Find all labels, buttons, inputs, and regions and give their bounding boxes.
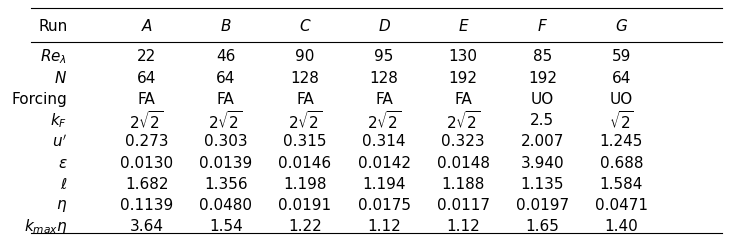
Text: 1.12: 1.12 xyxy=(446,219,480,235)
Text: A: A xyxy=(142,19,152,34)
Text: $2\sqrt{2}$: $2\sqrt{2}$ xyxy=(367,110,401,131)
Text: $2\sqrt{2}$: $2\sqrt{2}$ xyxy=(288,110,323,131)
Text: 3.940: 3.940 xyxy=(520,156,564,171)
Text: 1.188: 1.188 xyxy=(441,177,485,192)
Text: $2\sqrt{2}$: $2\sqrt{2}$ xyxy=(446,110,480,131)
Text: 1.54: 1.54 xyxy=(209,219,243,235)
Text: 128: 128 xyxy=(291,71,320,85)
Text: 1.40: 1.40 xyxy=(604,219,638,235)
Text: D: D xyxy=(378,19,390,34)
Text: C: C xyxy=(300,19,310,34)
Text: 0.314: 0.314 xyxy=(362,134,406,149)
Text: G: G xyxy=(615,19,627,34)
Text: 0.0117: 0.0117 xyxy=(437,198,490,213)
Text: FA: FA xyxy=(296,92,314,107)
Text: $\ell$: $\ell$ xyxy=(60,177,67,192)
Text: 0.303: 0.303 xyxy=(204,134,247,149)
Text: 90: 90 xyxy=(295,49,314,64)
Text: 0.0146: 0.0146 xyxy=(278,156,331,171)
Text: 95: 95 xyxy=(374,49,394,64)
Text: 1.356: 1.356 xyxy=(204,177,247,192)
Text: 22: 22 xyxy=(137,49,156,64)
Text: 59: 59 xyxy=(612,49,631,64)
Text: 1.584: 1.584 xyxy=(600,177,644,192)
Text: 0.0148: 0.0148 xyxy=(437,156,490,171)
Text: $2\sqrt{2}$: $2\sqrt{2}$ xyxy=(208,110,243,131)
Text: 2.5: 2.5 xyxy=(531,113,554,128)
Text: 0.0130: 0.0130 xyxy=(120,156,173,171)
Text: 192: 192 xyxy=(449,71,477,85)
Text: 64: 64 xyxy=(612,71,631,85)
Text: 1.65: 1.65 xyxy=(525,219,559,235)
Text: 1.194: 1.194 xyxy=(362,177,406,192)
Text: UO: UO xyxy=(531,92,554,107)
Text: 0.0139: 0.0139 xyxy=(199,156,252,171)
Text: 0.0142: 0.0142 xyxy=(357,156,410,171)
Text: 64: 64 xyxy=(216,71,235,85)
Text: 1.12: 1.12 xyxy=(368,219,401,235)
Text: $Re_{\lambda}$: $Re_{\lambda}$ xyxy=(41,47,67,66)
Text: 64: 64 xyxy=(137,71,156,85)
Text: UO: UO xyxy=(610,92,633,107)
Text: 1.198: 1.198 xyxy=(283,177,327,192)
Text: 0.323: 0.323 xyxy=(441,134,485,149)
Text: 3.64: 3.64 xyxy=(130,219,164,235)
Text: 0.0197: 0.0197 xyxy=(516,198,569,213)
Text: Forcing: Forcing xyxy=(12,92,67,107)
Text: FA: FA xyxy=(217,92,235,107)
Text: E: E xyxy=(458,19,468,34)
Text: B: B xyxy=(221,19,231,34)
Text: 0.0480: 0.0480 xyxy=(199,198,252,213)
Text: 0.273: 0.273 xyxy=(125,134,168,149)
Text: $k_F$: $k_F$ xyxy=(50,111,67,130)
Text: 1.245: 1.245 xyxy=(600,134,644,149)
Text: FA: FA xyxy=(138,92,156,107)
Text: 192: 192 xyxy=(528,71,557,85)
Text: $k_{max}\eta$: $k_{max}\eta$ xyxy=(24,218,67,236)
Text: 0.315: 0.315 xyxy=(283,134,327,149)
Text: 46: 46 xyxy=(216,49,235,64)
Text: $\eta$: $\eta$ xyxy=(56,198,67,214)
Text: 2.007: 2.007 xyxy=(520,134,564,149)
Text: 85: 85 xyxy=(533,49,552,64)
Text: $u'$: $u'$ xyxy=(52,134,67,150)
Text: $\sqrt{2}$: $\sqrt{2}$ xyxy=(609,110,634,131)
Text: FA: FA xyxy=(375,92,393,107)
Text: 0.0175: 0.0175 xyxy=(357,198,410,213)
Text: FA: FA xyxy=(455,92,472,107)
Text: F: F xyxy=(538,19,547,34)
Text: 1.135: 1.135 xyxy=(520,177,564,192)
Text: $N$: $N$ xyxy=(55,70,67,86)
Text: 128: 128 xyxy=(370,71,399,85)
Text: 0.688: 0.688 xyxy=(600,156,644,171)
Text: 1.22: 1.22 xyxy=(288,219,322,235)
Text: $2\sqrt{2}$: $2\sqrt{2}$ xyxy=(129,110,164,131)
Text: Run: Run xyxy=(38,19,67,34)
Text: 0.0191: 0.0191 xyxy=(278,198,331,213)
Text: 0.0471: 0.0471 xyxy=(595,198,648,213)
Text: 130: 130 xyxy=(449,49,477,64)
Text: 0.1139: 0.1139 xyxy=(120,198,173,213)
Text: $\epsilon$: $\epsilon$ xyxy=(58,156,67,171)
Text: 1.682: 1.682 xyxy=(125,177,168,192)
